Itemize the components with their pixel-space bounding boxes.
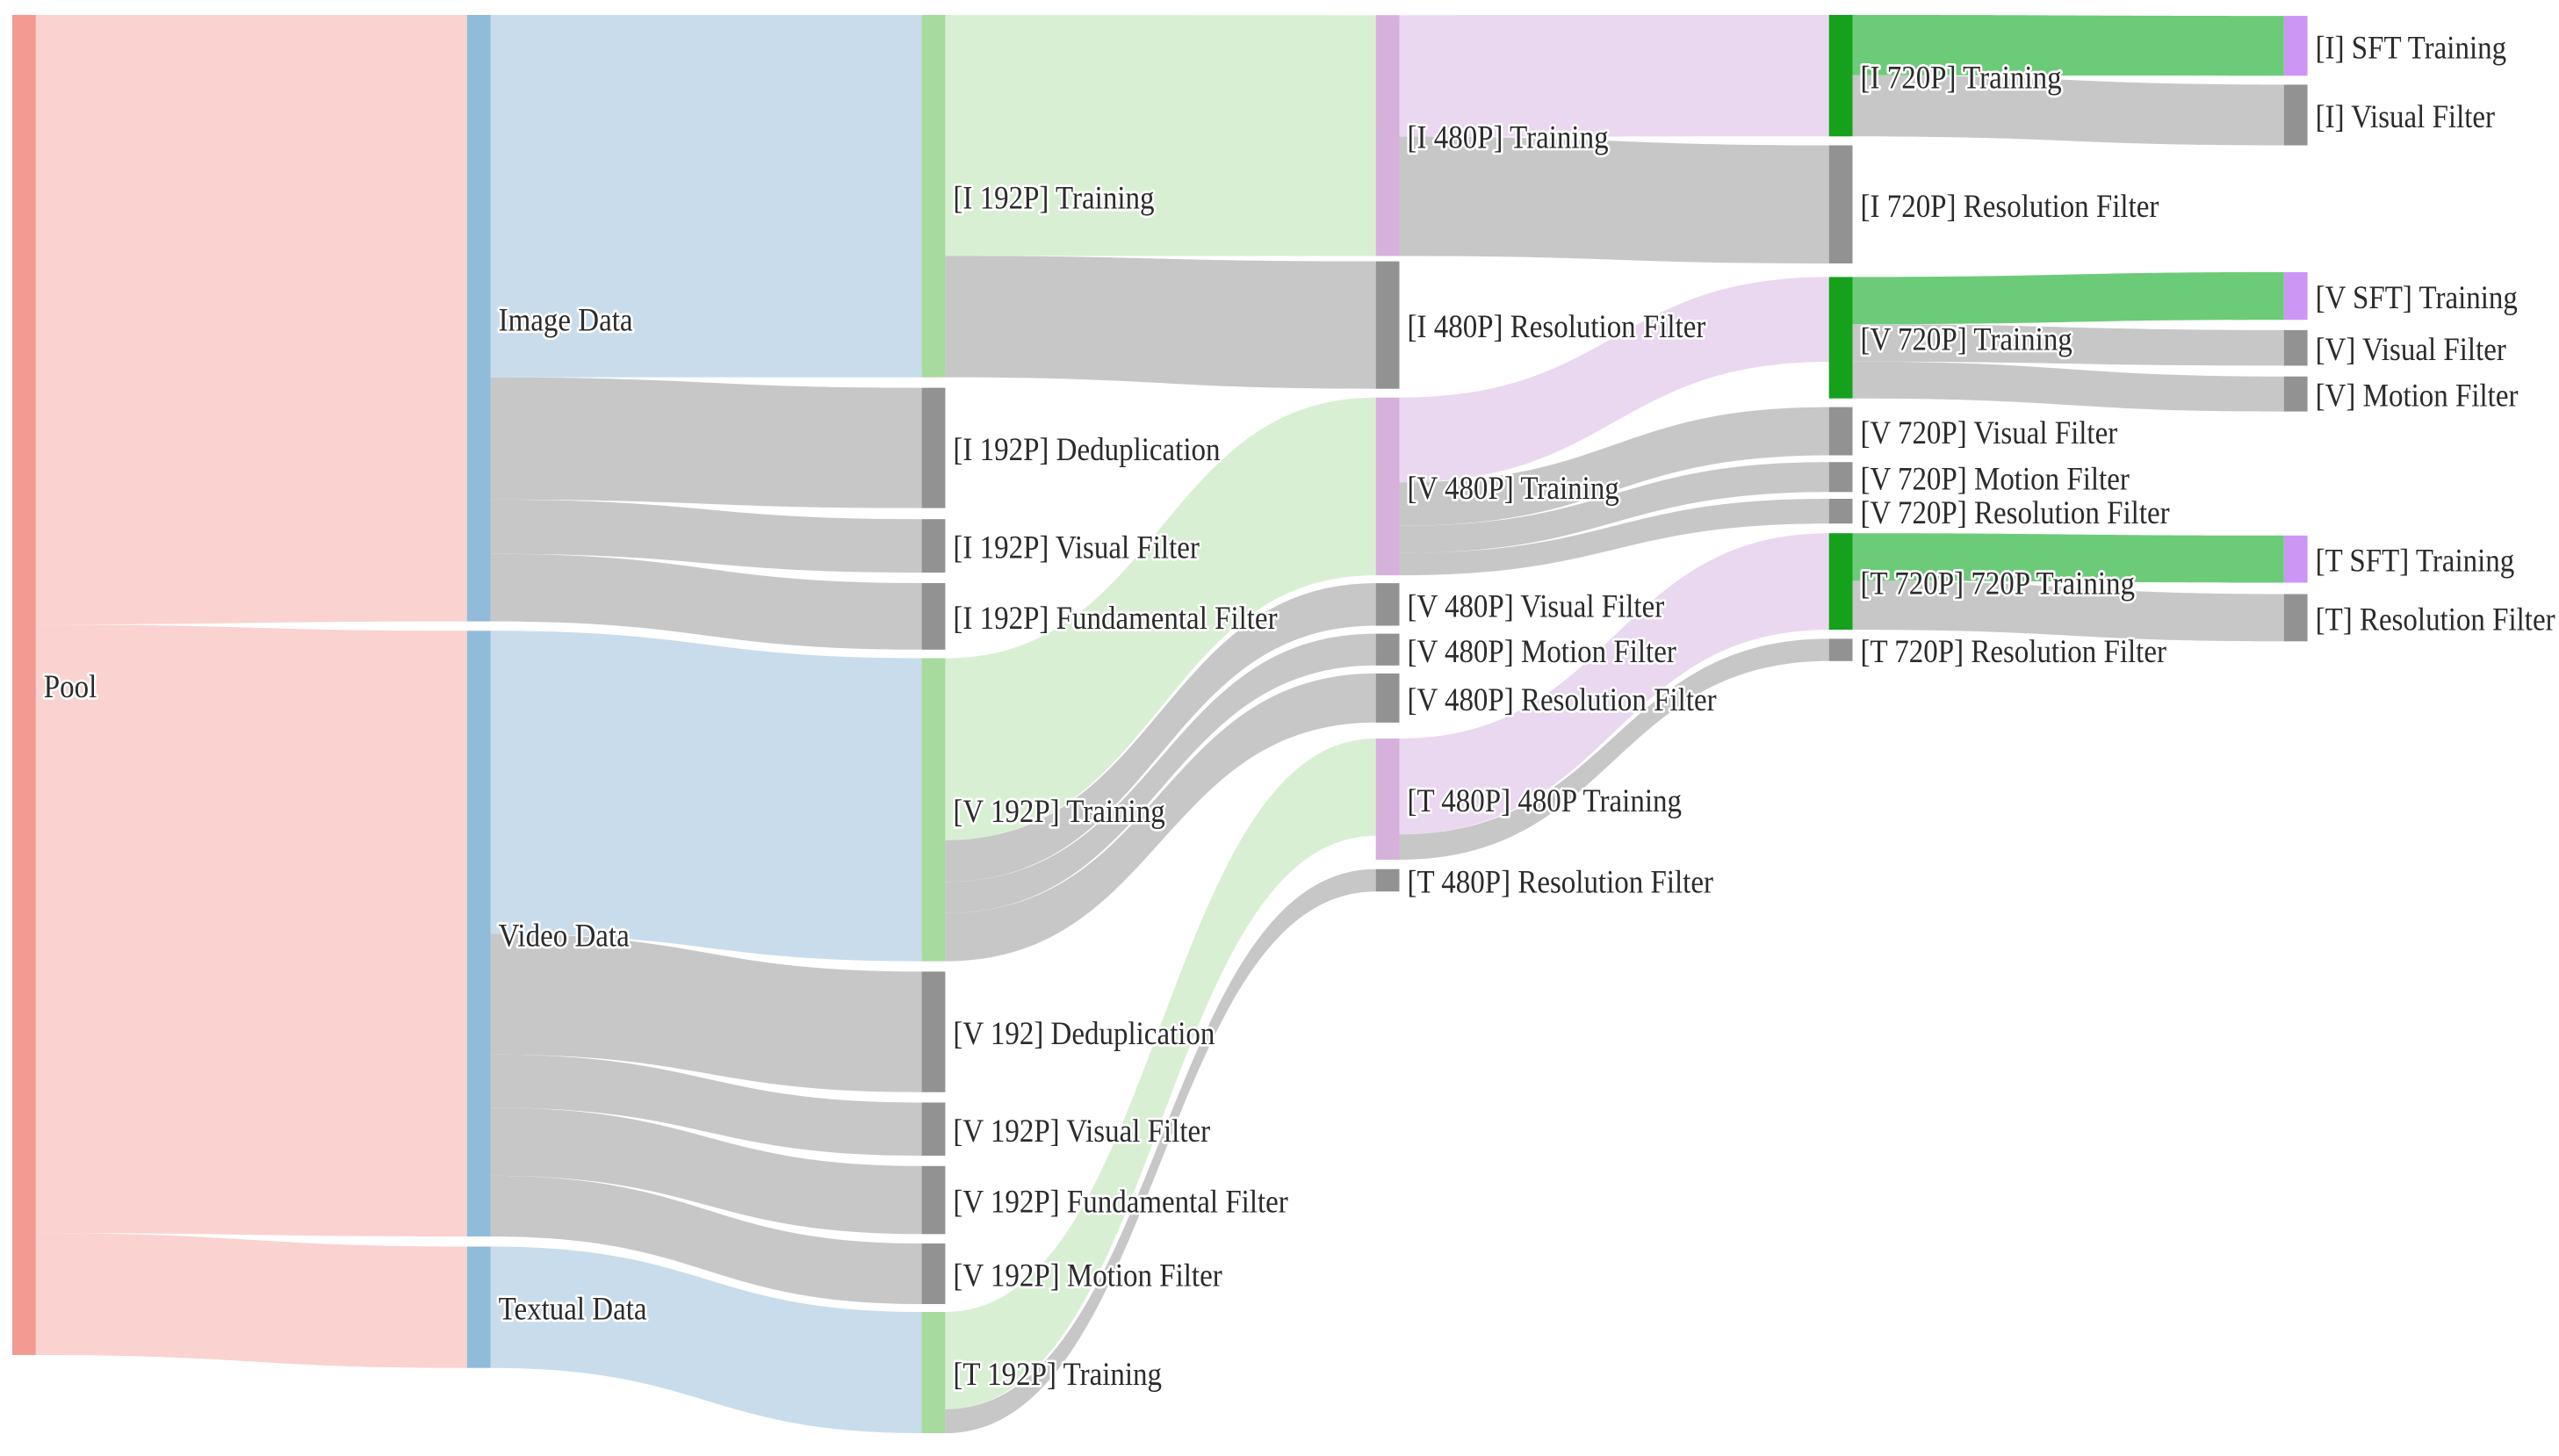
svg-text:[V 192P] Training: [V 192P] Training — [953, 793, 1164, 829]
svg-text:[V 720P] Visual Filter: [V 720P] Visual Filter — [1861, 415, 2118, 451]
svg-text:[I 480P] Resolution Filter: [I 480P] Resolution Filter — [1408, 309, 1706, 345]
svg-text:[V 720P] Resolution Filter: [V 720P] Resolution Filter — [1861, 495, 2170, 531]
svg-text:[T SFT] Training: [T SFT] Training — [2316, 543, 2515, 579]
svg-text:[I 480P] Training: [I 480P] Training — [1408, 119, 1609, 155]
svg-text:[V 480P] Visual Filter: [V 480P] Visual Filter — [1408, 588, 1665, 624]
svg-text:[V 480P] Resolution Filter: [V 480P] Resolution Filter — [1408, 681, 1717, 717]
svg-text:[T 480P] 480P Training: [T 480P] 480P Training — [1408, 782, 1682, 818]
svg-text:[I 192P] Fundamental Filter: [I 192P] Fundamental Filter — [953, 600, 1277, 636]
svg-text:Image Data: Image Data — [499, 302, 633, 338]
svg-text:[V 480P] Motion Filter: [V 480P] Motion Filter — [1408, 633, 1677, 669]
svg-text:[V 192P] Visual Filter: [V 192P] Visual Filter — [953, 1113, 1210, 1149]
svg-text:[V 480P] Training: [V 480P] Training — [1408, 470, 1619, 506]
svg-text:[V SFT] Training: [V SFT] Training — [2316, 279, 2518, 315]
svg-text:[I 720P] Training: [I 720P] Training — [1861, 60, 2062, 96]
svg-text:Video Data: Video Data — [499, 918, 631, 954]
svg-text:[V 192] Deduplication: [V 192] Deduplication — [953, 1016, 1215, 1052]
svg-text:[T 720P] Resolution Filter: [T 720P] Resolution Filter — [1861, 634, 2167, 670]
svg-text:[T 192P] Training: [T 192P] Training — [953, 1356, 1162, 1392]
svg-text:[T 720P] 720P Training: [T 720P] 720P Training — [1861, 566, 2135, 602]
svg-text:[I] SFT Training: [I] SFT Training — [2316, 30, 2506, 66]
svg-text:[V 192P] Motion Filter: [V 192P] Motion Filter — [953, 1258, 1222, 1294]
svg-text:[I 192P] Deduplication: [I 192P] Deduplication — [953, 432, 1220, 468]
svg-text:[V] Visual Filter: [V] Visual Filter — [2316, 332, 2507, 368]
svg-text:[I 192P] Training: [I 192P] Training — [953, 180, 1154, 216]
svg-text:[V 720P] Training: [V 720P] Training — [1861, 321, 2072, 357]
svg-text:[I 192P] Visual Filter: [I 192P] Visual Filter — [953, 530, 1200, 566]
svg-text:[T 480P] Resolution Filter: [T 480P] Resolution Filter — [1408, 864, 1714, 900]
svg-text:[V] Motion Filter: [V] Motion Filter — [2316, 378, 2519, 414]
svg-text:[T] Resolution Filter: [T] Resolution Filter — [2316, 602, 2555, 638]
svg-text:Pool: Pool — [44, 668, 97, 704]
svg-text:Textual Data: Textual Data — [499, 1291, 647, 1327]
svg-text:[V 720P] Motion Filter: [V 720P] Motion Filter — [1861, 461, 2130, 497]
svg-text:[V 192P] Fundamental Filter: [V 192P] Fundamental Filter — [953, 1184, 1288, 1220]
svg-text:[I] Visual Filter: [I] Visual Filter — [2316, 98, 2496, 134]
svg-text:[I 720P] Resolution Filter: [I 720P] Resolution Filter — [1861, 188, 2159, 224]
